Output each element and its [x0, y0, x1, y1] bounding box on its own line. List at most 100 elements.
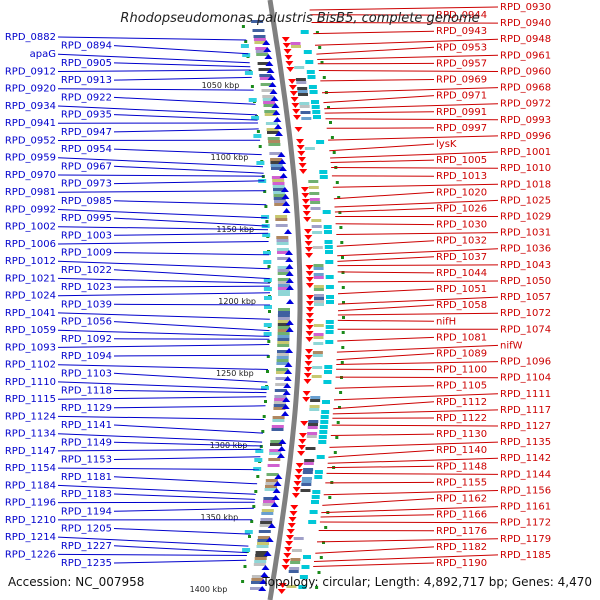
gene-label[interactable]: RPD_1130 [436, 429, 487, 440]
gene-label[interactable]: RPD_0934 [5, 101, 56, 112]
gene-label[interactable]: RPD_1166 [436, 510, 487, 521]
gene-label[interactable]: RPD_1043 [500, 260, 551, 271]
gene-label[interactable]: RPD_1096 [500, 357, 551, 368]
gene-label[interactable]: RPD_1100 [436, 365, 487, 376]
gene-label[interactable]: RPD_1141 [61, 420, 112, 431]
gene-label[interactable]: RPD_0960 [500, 67, 551, 78]
gene-label[interactable]: RPD_0992 [5, 205, 56, 216]
gene-label[interactable]: RPD_1104 [500, 373, 551, 384]
gene-label[interactable]: RPD_1089 [436, 349, 487, 360]
gene-label[interactable]: RPD_1149 [61, 437, 112, 448]
gene-label[interactable]: RPD_1012 [5, 256, 56, 267]
gene-label[interactable]: RPD_0995 [61, 213, 112, 224]
gene-label[interactable]: RPD_1022 [61, 265, 112, 276]
gene-label[interactable]: RPD_1205 [61, 524, 112, 535]
gene-label[interactable]: RPD_1184 [5, 480, 56, 491]
gene-label[interactable]: RPD_1030 [436, 220, 487, 231]
gene-label[interactable]: RPD_1072 [500, 308, 551, 319]
gene-label[interactable]: RPD_1041 [5, 308, 56, 319]
gene-label[interactable]: RPD_0948 [500, 34, 551, 45]
gene-label[interactable]: RPD_1003 [61, 230, 112, 241]
gene-label[interactable]: RPD_1214 [5, 532, 56, 543]
gene-label[interactable]: RPD_0882 [5, 32, 56, 43]
gene-label[interactable]: RPD_0954 [61, 144, 112, 155]
gene-label[interactable]: RPD_1002 [5, 222, 56, 233]
gene-label[interactable]: RPD_1001 [500, 147, 551, 158]
gene-label[interactable]: RPD_1059 [5, 325, 56, 336]
gene-label[interactable]: RPD_1102 [5, 360, 56, 371]
gene-label[interactable]: RPD_0920 [5, 84, 56, 95]
gene-label[interactable]: RPD_1227 [61, 541, 112, 552]
gene-label[interactable]: RPD_0944 [436, 10, 487, 21]
gene-label[interactable]: RPD_0912 [5, 67, 56, 78]
gene-label[interactable]: RPD_0972 [500, 99, 551, 110]
gene-label[interactable]: RPD_1056 [61, 317, 112, 328]
gene-label[interactable]: lysK [436, 139, 457, 150]
gene-label[interactable]: RPD_0894 [61, 41, 112, 52]
gene-label[interactable]: RPD_1226 [5, 549, 56, 560]
gene-label[interactable]: RPD_1039 [61, 299, 112, 310]
gene-label[interactable]: RPD_0968 [500, 83, 551, 94]
gene-label[interactable]: RPD_1179 [500, 534, 551, 545]
gene-label[interactable]: RPD_0953 [436, 42, 487, 53]
gene-label[interactable]: RPD_1010 [500, 163, 551, 174]
gene-label[interactable]: RPD_1194 [61, 506, 112, 517]
gene-label[interactable]: RPD_1111 [500, 389, 551, 400]
gene-label[interactable]: RPD_1110 [5, 377, 56, 388]
gene-label[interactable]: RPD_1005 [436, 155, 487, 166]
gene-label[interactable]: RPD_0943 [436, 26, 487, 37]
gene-label[interactable]: RPD_1155 [436, 477, 487, 488]
gene-label[interactable]: RPD_1051 [436, 284, 487, 295]
gene-label[interactable]: RPD_1162 [436, 494, 487, 505]
gene-label[interactable]: RPD_1009 [61, 248, 112, 259]
gene-label[interactable]: nifW [500, 340, 523, 351]
gene-label[interactable]: RPD_1036 [500, 244, 551, 255]
gene-label[interactable]: RPD_1210 [5, 515, 56, 526]
gene-label[interactable]: RPD_0935 [61, 110, 112, 121]
gene-label[interactable]: RPD_1006 [5, 239, 56, 250]
gene-label[interactable]: RPD_1074 [500, 324, 551, 335]
gene-label[interactable]: RPD_1134 [5, 429, 56, 440]
gene-label[interactable]: RPD_1183 [61, 489, 112, 500]
gene-label[interactable]: RPD_0922 [61, 92, 112, 103]
gene-label[interactable]: RPD_0967 [61, 161, 112, 172]
gene-label[interactable]: RPD_0930 [500, 2, 551, 13]
gene-label[interactable]: RPD_1144 [500, 469, 551, 480]
gene-label[interactable]: RPD_1031 [500, 228, 551, 239]
gene-label[interactable]: RPD_0996 [500, 131, 551, 142]
gene-label[interactable]: RPD_1118 [61, 386, 112, 397]
gene-label[interactable]: RPD_1037 [436, 252, 487, 263]
gene-label[interactable]: RPD_1024 [5, 291, 56, 302]
gene-label[interactable]: RPD_1115 [5, 394, 56, 405]
gene-label[interactable]: RPD_0991 [436, 107, 487, 118]
gene-label[interactable]: RPD_0959 [5, 153, 56, 164]
gene-label[interactable]: RPD_1025 [500, 195, 551, 206]
gene-label[interactable]: RPD_1154 [5, 463, 56, 474]
right-gene-labels[interactable]: RPD_0930 RPD_0944 RPD_0940 RPD_0943 RPD_0948… [436, 2, 551, 569]
gene-label[interactable]: RPD_0985 [61, 196, 112, 207]
gene-label[interactable]: RPD_1081 [436, 332, 487, 343]
gene-label[interactable]: RPD_0970 [5, 170, 56, 181]
gene-label[interactable]: RPD_1148 [436, 461, 487, 472]
gene-label[interactable]: RPD_0971 [436, 91, 487, 102]
gene-label[interactable]: RPD_1235 [61, 558, 112, 569]
gene-label[interactable]: RPD_1105 [436, 381, 487, 392]
gene-label[interactable]: RPD_1050 [500, 276, 551, 287]
gene-label[interactable]: RPD_1185 [500, 550, 551, 561]
gene-label[interactable]: RPD_1153 [61, 455, 112, 466]
gene-label[interactable]: RPD_1129 [61, 403, 112, 414]
gene-label[interactable]: RPD_0957 [436, 58, 487, 69]
gene-label[interactable]: RPD_1182 [436, 542, 487, 553]
gene-label[interactable]: RPD_1013 [436, 171, 487, 182]
gene-label[interactable]: RPD_1196 [5, 498, 56, 509]
gene-label[interactable]: RPD_1020 [436, 187, 487, 198]
gene-label[interactable]: RPD_0973 [61, 179, 112, 190]
gene-label[interactable]: RPD_1156 [500, 486, 551, 497]
gene-label[interactable]: RPD_1176 [436, 526, 487, 537]
gene-label[interactable]: RPD_0947 [61, 127, 112, 138]
gene-label[interactable]: RPD_0993 [500, 115, 551, 126]
gene-label[interactable]: RPD_1190 [436, 558, 487, 569]
gene-label[interactable]: RPD_0952 [5, 136, 56, 147]
gene-label[interactable]: RPD_1058 [436, 300, 487, 311]
